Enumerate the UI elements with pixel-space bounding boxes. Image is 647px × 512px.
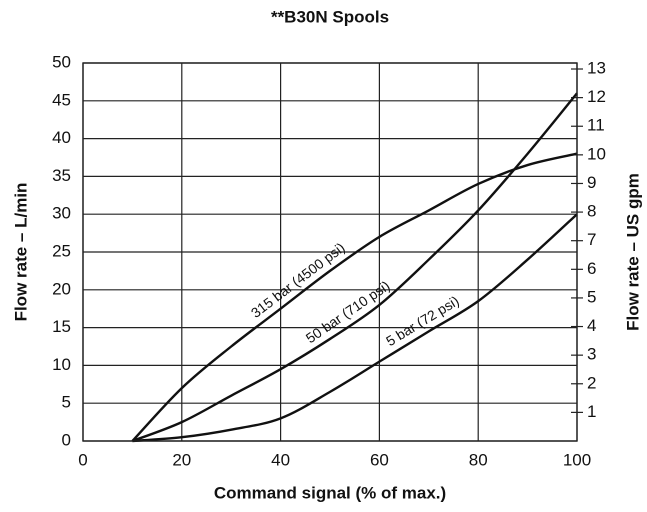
y-tick-label: 35: [52, 166, 71, 185]
y2-tick-label: 8: [587, 202, 596, 221]
x-axis-label: Command signal (% of max.): [214, 483, 446, 502]
chart-title: **B30N Spools: [271, 7, 389, 26]
y2-tick-label: 4: [587, 316, 596, 335]
y2-tick-label: 5: [587, 287, 596, 306]
x-tick-label: 100: [563, 450, 591, 469]
y2-tick-label: 9: [587, 173, 596, 192]
flow-curve: [131, 152, 578, 442]
y2-tick-label: 1: [587, 402, 596, 421]
y2-tick-label: 7: [587, 230, 596, 249]
y2-tick-label: 3: [587, 345, 596, 364]
y2-tick-label: 10: [587, 144, 606, 163]
flow-curve: [132, 213, 578, 443]
curve-label: 5 bar (72 psi): [383, 293, 462, 350]
x-tick-label: 0: [78, 450, 87, 469]
y-tick-label: 10: [52, 355, 71, 374]
y2-tick-label: 6: [587, 259, 596, 278]
y2-tick-label: 12: [587, 87, 606, 106]
x-tick-label: 60: [370, 450, 389, 469]
y-tick-label: 30: [52, 204, 71, 223]
y2-axis-label: Flow rate – US gpm: [623, 173, 642, 331]
x-tick-label: 80: [469, 450, 488, 469]
y-tick-label: 50: [52, 52, 71, 71]
y2-tick-label: 2: [587, 373, 596, 392]
y-tick-label: 25: [52, 241, 71, 260]
y-tick-label: 0: [62, 430, 71, 449]
y-axis-label: Flow rate – L/min: [11, 183, 30, 322]
x-tick-label: 40: [271, 450, 290, 469]
y-tick-label: 40: [52, 128, 71, 147]
y-tick-label: 15: [52, 317, 71, 336]
plot-frame: [82, 62, 578, 442]
y-tick-label: 20: [52, 279, 71, 298]
y-tick-label: 5: [62, 393, 71, 412]
y2-tick-label: 11: [587, 116, 605, 135]
x-tick-label: 20: [172, 450, 191, 469]
flow-curve: [131, 92, 578, 443]
y2-tick-label: 13: [587, 58, 606, 77]
y-tick-label: 45: [52, 90, 71, 109]
